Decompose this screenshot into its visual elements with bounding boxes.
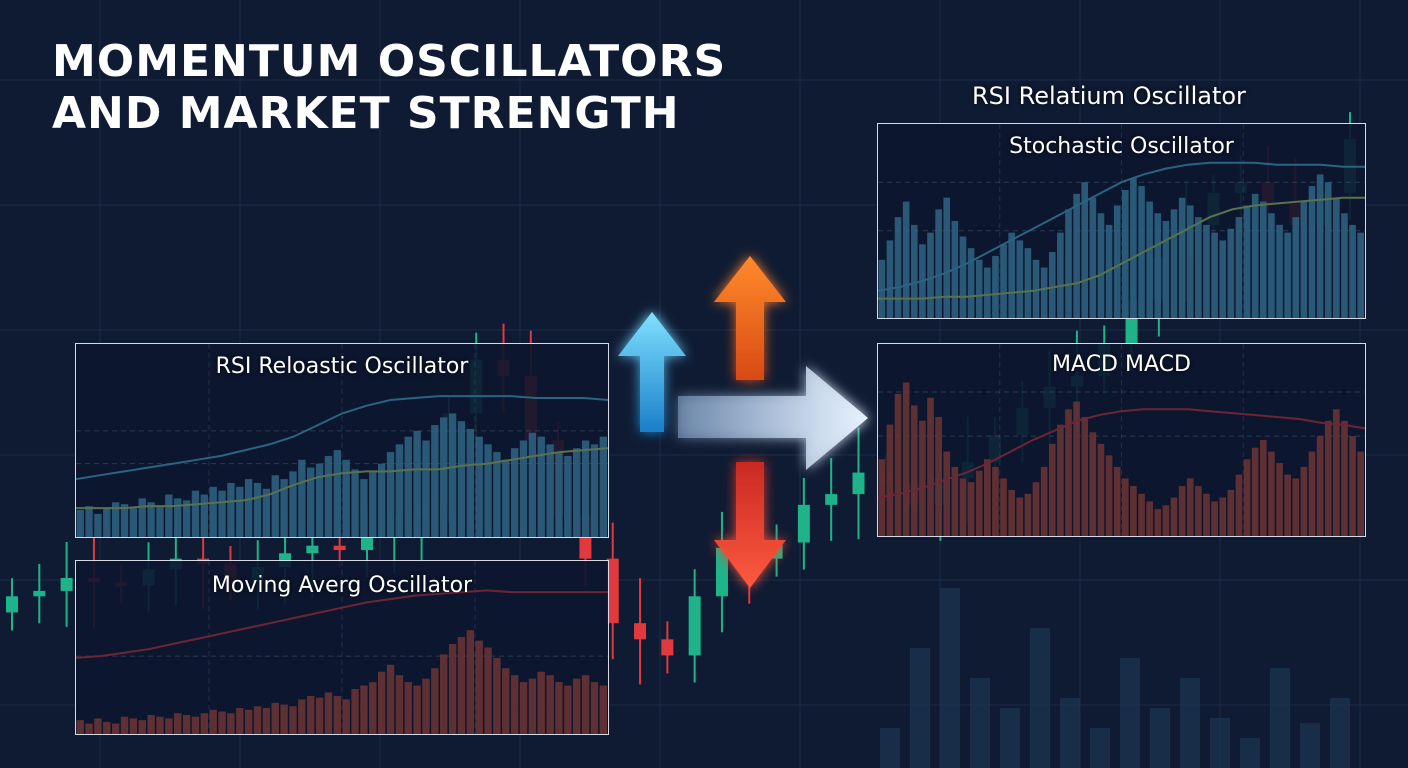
arrow-down-red-icon — [714, 462, 786, 588]
moving-averg-label: Moving Averg Oscillator — [211, 573, 473, 598]
candle-body — [606, 558, 619, 624]
bg-volume-bar — [940, 588, 960, 768]
title-line-1: MOMENTUM OSCILLATORS — [52, 36, 727, 87]
page-title: MOMENTUM OSCILLATORS AND MARKET STRENGTH — [52, 36, 726, 140]
arrow-right-icon — [678, 366, 868, 470]
bg-volume-bar — [970, 678, 990, 768]
bg-volume-bar — [1270, 668, 1290, 768]
candle-body — [60, 578, 73, 591]
bg-volume-bar — [1240, 738, 1260, 768]
rsi-reloastic-label: RSI Reloastic Oscillator — [215, 354, 469, 379]
arrow-up-blue-icon — [618, 312, 686, 432]
bg-volume-bar — [1090, 728, 1110, 768]
bg-volume-bar — [880, 728, 900, 768]
bg-volume-bar — [1120, 658, 1140, 768]
candle-body — [825, 494, 838, 505]
bg-volume-bar — [1060, 698, 1080, 768]
title-line-2: AND MARKET STRENGTH — [52, 88, 680, 139]
bg-volume-bar — [1000, 708, 1020, 768]
macd-panel: MACD MACD — [877, 343, 1366, 537]
candle-body — [797, 504, 810, 543]
candle-body — [634, 623, 647, 640]
candle-body — [661, 639, 674, 656]
bg-volume-bar — [1330, 698, 1350, 768]
bg-volume-bar — [1180, 678, 1200, 768]
candle-body — [6, 596, 18, 613]
bg-volume-bar — [910, 648, 930, 768]
moving-averg-panel: Moving Averg Oscillator — [75, 560, 609, 735]
bg-volume-bar — [1030, 628, 1050, 768]
candle-body — [33, 590, 46, 597]
bg-volume-bar — [1150, 708, 1170, 768]
bg-volume-bar — [1300, 723, 1320, 768]
stochastic-panel: Stochastic Oscillator — [877, 123, 1366, 319]
stochastic-label: Stochastic Oscillator — [1009, 134, 1234, 159]
macd-label: MACD MACD — [1052, 352, 1191, 377]
candle-body — [688, 596, 701, 656]
arrow-up-orange-icon — [714, 256, 786, 380]
candle-body — [306, 545, 319, 554]
candle-body — [360, 537, 373, 551]
candle-body — [852, 472, 865, 495]
candle-body — [715, 547, 728, 597]
bg-volume-bar — [1210, 718, 1230, 768]
rsi-reloastic-panel: RSI Reloastic Oscillator — [75, 343, 609, 538]
rsi-relatium-label: RSI Relatium Oscillator — [972, 82, 1246, 110]
candle-body — [333, 545, 346, 551]
